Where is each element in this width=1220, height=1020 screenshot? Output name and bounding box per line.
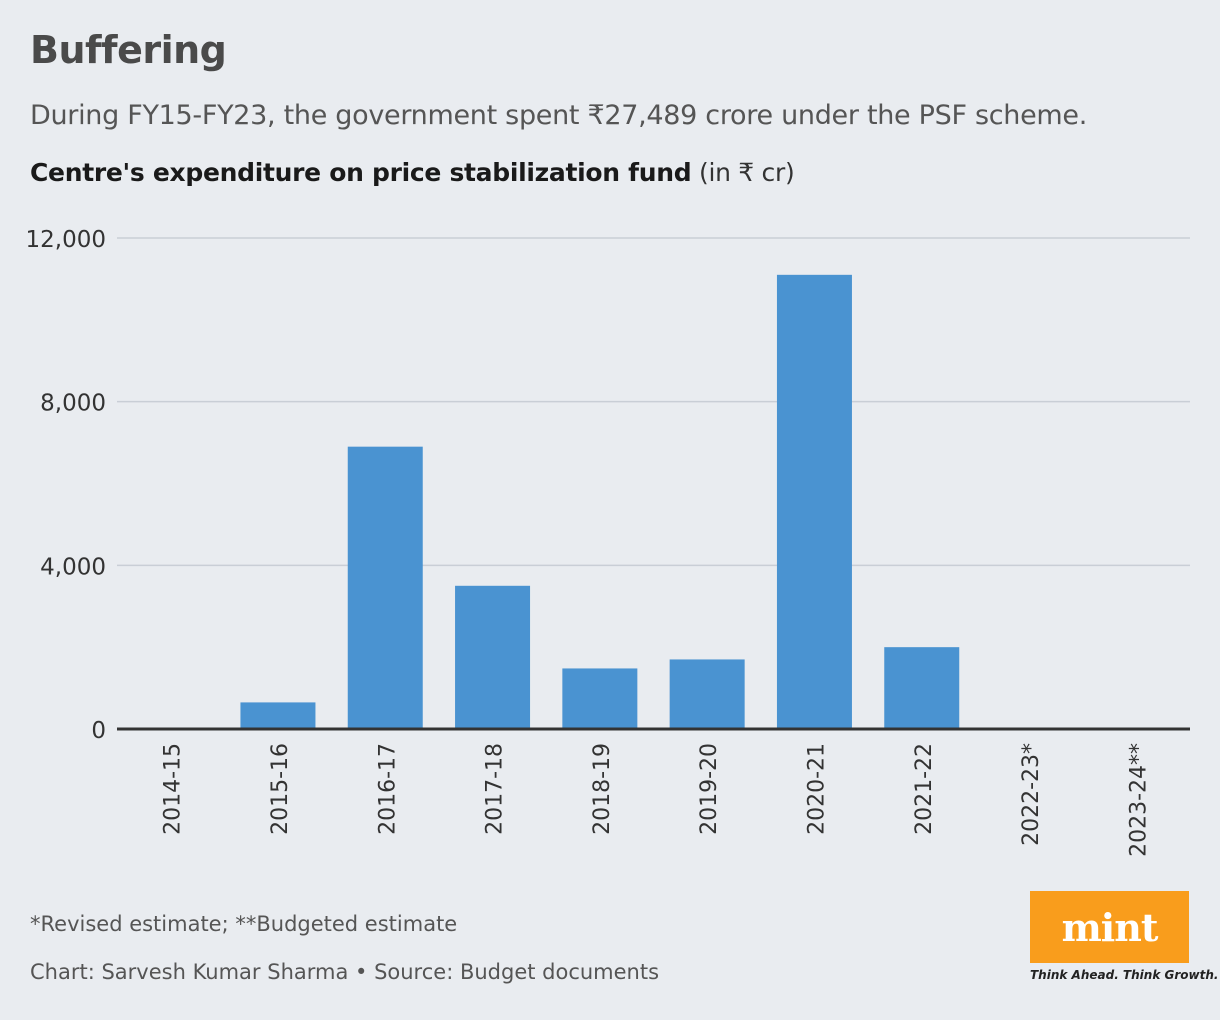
chart-heading: Centre's expenditure on price stabilizat… — [30, 158, 795, 187]
chart-heading-text: Centre's expenditure on price stabilizat… — [30, 158, 692, 187]
bar — [562, 668, 638, 729]
x-tick-label: 2017-18 — [483, 743, 508, 835]
x-tick-label: 2014-15 — [161, 743, 186, 835]
y-tick-label: 12,000 — [26, 227, 106, 253]
bar-chart: 0 4,000 8,000 12,000 2014-15 2015-16 2016-17 20… — [26, 227, 1190, 857]
y-tick-label: 8,000 — [40, 391, 106, 417]
source-credit: Chart: Sarvesh Kumar Sharma • Source: Bu… — [30, 960, 660, 984]
bar — [776, 274, 852, 729]
x-tick-label: 2023-24** — [1126, 743, 1151, 857]
bar — [669, 659, 745, 729]
bar — [240, 702, 316, 729]
mint-logo: mint — [1030, 891, 1189, 963]
x-tick-label: 2020-21 — [804, 743, 829, 835]
logo-word: mint — [1061, 904, 1159, 950]
x-tick-label: 2019-20 — [697, 743, 722, 835]
x-tick-label: 2022-23* — [1019, 743, 1044, 846]
footnote: *Revised estimate; **Budgeted estimate — [30, 912, 458, 936]
x-tick-label: 2021-22 — [912, 743, 937, 835]
x-tick-label: 2015-16 — [268, 743, 293, 835]
bar — [455, 585, 531, 729]
x-tick-label: 2018-19 — [590, 743, 615, 835]
chart-subtitle: During FY15-FY23, the government spent ₹… — [30, 100, 1087, 131]
chart-heading-unit: (in ₹ cr) — [699, 158, 795, 187]
x-tick-label: 2016-17 — [375, 743, 400, 835]
logo-tagline: Think Ahead. Think Growth. — [1030, 968, 1219, 982]
y-tick-label: 4,000 — [40, 554, 106, 580]
bar — [884, 647, 960, 729]
y-tick-label: 0 — [91, 718, 106, 744]
chart-title: Buffering — [30, 28, 227, 72]
bar — [347, 446, 423, 729]
